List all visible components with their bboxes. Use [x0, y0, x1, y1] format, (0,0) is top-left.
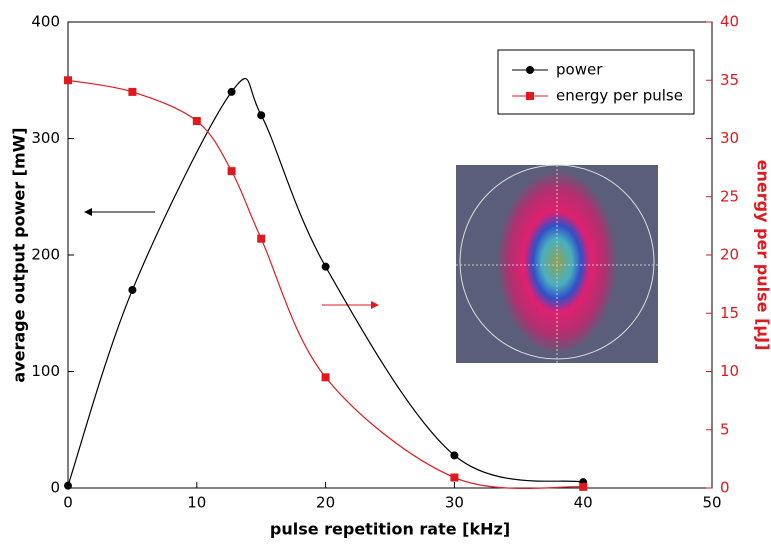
y2-tick-label: 10 — [720, 362, 739, 380]
y-tick-label: 300 — [31, 129, 60, 147]
y2-tick-label: 5 — [720, 420, 730, 438]
x-tick-label: 10 — [187, 494, 206, 512]
y-tick-label: 100 — [31, 362, 60, 380]
x-tick-label: 50 — [702, 494, 721, 512]
marker — [128, 286, 136, 294]
x-axis-label: pulse repetition rate [kHz] — [270, 520, 510, 539]
arrows — [84, 208, 379, 309]
y2-tick-label: 30 — [720, 129, 739, 147]
y2-tick-label: 15 — [720, 304, 739, 322]
legend-label: power — [556, 61, 603, 79]
y2-tick-label: 35 — [720, 71, 739, 89]
legend-label: energy per pulse — [556, 87, 683, 105]
y-tick-label: 400 — [31, 13, 60, 31]
marker — [579, 483, 587, 491]
marker — [322, 263, 330, 271]
marker — [322, 373, 330, 381]
y2-tick-label: 0 — [720, 479, 730, 497]
marker — [64, 76, 72, 84]
x-tick-label: 30 — [445, 494, 464, 512]
marker — [193, 117, 201, 125]
marker — [128, 88, 136, 96]
y2-tick-label: 20 — [720, 246, 739, 264]
x-tick-label: 20 — [316, 494, 335, 512]
x-tick-label: 0 — [63, 494, 73, 512]
x-tick-label: 40 — [574, 494, 593, 512]
marker — [257, 235, 265, 243]
marker — [450, 451, 458, 459]
legend-marker — [526, 92, 534, 100]
y2-tick-label: 25 — [720, 187, 739, 205]
legend-marker — [526, 66, 534, 74]
marker — [64, 482, 72, 490]
marker — [450, 474, 458, 482]
y-tick-label: 200 — [31, 246, 60, 264]
y2-axis-label: energy per pulse [µJ] — [754, 160, 771, 351]
marker — [257, 111, 265, 119]
y2-tick-label: 40 — [720, 13, 739, 31]
y-axis-label: average output power [mW] — [10, 127, 29, 382]
beam-inset — [456, 165, 658, 363]
y-tick-label: 0 — [50, 479, 60, 497]
marker — [228, 167, 236, 175]
marker — [228, 88, 236, 96]
